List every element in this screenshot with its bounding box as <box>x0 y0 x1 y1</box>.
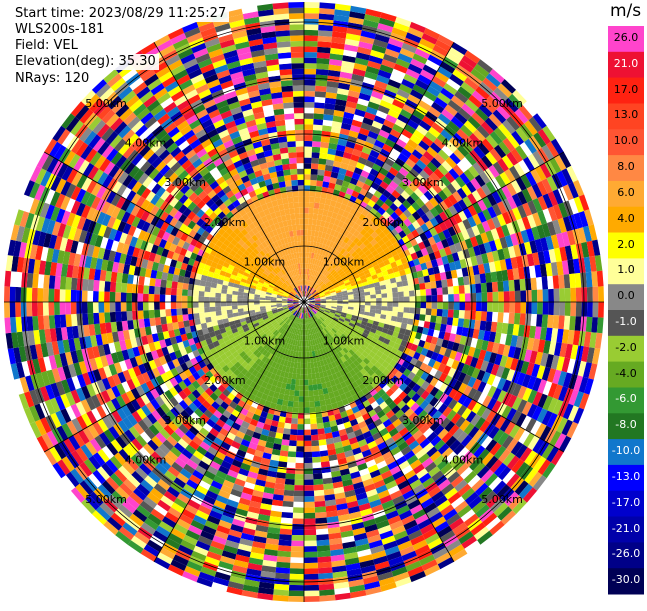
range-ring-label: 2.00km <box>204 374 246 387</box>
range-ring-label: 5.00km <box>85 97 127 110</box>
colorbar-tick-label: 0.0 <box>608 290 644 302</box>
elevation-label: Elevation(deg): 35.30 <box>12 54 159 70</box>
range-ring-label: 1.00km <box>244 335 286 348</box>
colorbar-tick-label: 4.0 <box>608 213 644 225</box>
colorbar-tick-label: 13.0 <box>608 109 644 121</box>
range-ring-label: 3.00km <box>164 414 206 427</box>
range-ring-label: 5.00km <box>481 493 523 506</box>
colorbar-tick-label: -8.0 <box>608 419 644 431</box>
start-time-label: Start time: 2023/08/29 11:25:27 <box>12 6 229 22</box>
nrays-label: NRays: 120 <box>12 71 92 87</box>
range-ring-label: 1.00km <box>323 335 365 348</box>
colorbar-tick-label: 10.0 <box>608 135 644 147</box>
instrument-label: WLS200s-181 <box>12 22 107 38</box>
range-ring-label: 3.00km <box>164 176 206 189</box>
colorbar-tick-label: 2.0 <box>608 239 644 251</box>
range-ring-label: 2.00km <box>362 216 404 229</box>
colorbar-tick-label: -30.0 <box>608 574 644 586</box>
range-ring-label: 4.00km <box>442 137 484 150</box>
range-ring-label: 3.00km <box>402 414 444 427</box>
colorbar-tick-label: -1.0 <box>608 316 644 328</box>
range-ring-label: 4.00km <box>125 453 167 466</box>
colorbar-tick-label: 26.0 <box>608 32 644 44</box>
range-ring-label: 1.00km <box>244 255 286 268</box>
colorbar-unit: m/s <box>610 1 641 21</box>
range-ring-label: 1.00km <box>323 255 365 268</box>
range-ring-label: 5.00km <box>85 493 127 506</box>
colorbar-tick-label: 1.0 <box>608 264 644 276</box>
field-label: Field: VEL <box>12 38 81 54</box>
range-ring-label: 2.00km <box>362 374 404 387</box>
range-ring-label: 5.00km <box>481 97 523 110</box>
colorbar-tick-label: 17.0 <box>608 84 644 96</box>
colorbar-tick-label: 21.0 <box>608 58 644 70</box>
colorbar-tick-label: -4.0 <box>608 368 644 380</box>
range-ring-label: 4.00km <box>442 453 484 466</box>
colorbar-tick-label: -10.0 <box>608 445 644 457</box>
colorbar-tick-label: -26.0 <box>608 548 644 560</box>
colorbar-tick-label: -6.0 <box>608 393 644 405</box>
colorbar-tick-label: 6.0 <box>608 187 644 199</box>
colorbar-tick-label: -13.0 <box>608 471 644 483</box>
range-ring-label: 3.00km <box>402 176 444 189</box>
colorbar-tick-label: -2.0 <box>608 342 644 354</box>
colorbar-tick-label: 8.0 <box>608 161 644 173</box>
colorbar-tick-label: -21.0 <box>608 523 644 535</box>
range-ring-label: 4.00km <box>125 137 167 150</box>
colorbar-tick-label: -17.0 <box>608 497 644 509</box>
range-ring-label: 2.00km <box>204 216 246 229</box>
